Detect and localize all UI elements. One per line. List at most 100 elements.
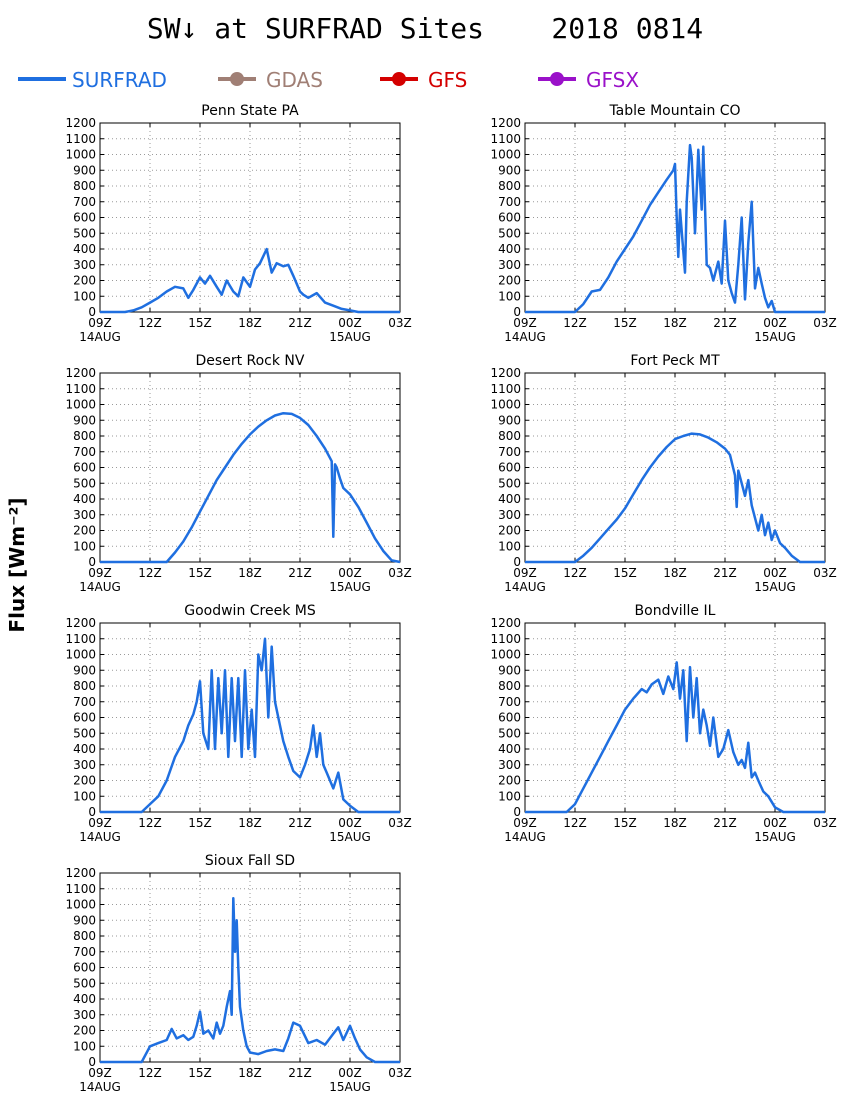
x-tick-label: 12Z bbox=[563, 816, 587, 830]
y-tick-label: 800 bbox=[498, 679, 521, 693]
x-tick-label: 18Z bbox=[663, 566, 687, 580]
y-tick-label: 200 bbox=[73, 1024, 96, 1038]
y-tick-label: 0 bbox=[513, 805, 521, 819]
chart-panel: 0100200300400500600700800900100011001200… bbox=[65, 353, 411, 594]
x-date-label: 14AUG bbox=[79, 830, 121, 844]
chart-panel: 0100200300400500600700800900100011001200… bbox=[490, 603, 836, 844]
legend-swatch-gfsx bbox=[538, 72, 576, 86]
x-date-label: 15AUG bbox=[329, 830, 371, 844]
y-tick-label: 300 bbox=[498, 258, 521, 272]
x-date-label: 14AUG bbox=[504, 830, 546, 844]
x-tick-label: 09Z bbox=[88, 316, 112, 330]
panel-title: Desert Rock NV bbox=[196, 353, 305, 369]
x-tick-label: 03Z bbox=[388, 1066, 412, 1080]
y-tick-label: 1000 bbox=[490, 398, 521, 412]
legend: SURFRAD GDAS GFS GFSX bbox=[0, 64, 850, 98]
y-tick-label: 100 bbox=[73, 539, 96, 553]
y-tick-label: 500 bbox=[73, 726, 96, 740]
y-tick-label: 600 bbox=[73, 711, 96, 725]
x-tick-label: 18Z bbox=[238, 1066, 262, 1080]
y-tick-label: 1100 bbox=[490, 132, 521, 146]
y-tick-label: 900 bbox=[498, 163, 521, 177]
x-tick-label: 18Z bbox=[238, 316, 262, 330]
page-title: SW↓ at SURFRAD Sites 2018 0814 bbox=[146, 12, 704, 45]
x-tick-label: 21Z bbox=[288, 1066, 312, 1080]
x-date-label: 15AUG bbox=[754, 330, 796, 344]
y-tick-label: 1100 bbox=[490, 382, 521, 396]
series-line-surfrad bbox=[100, 411, 401, 564]
x-tick-label: 21Z bbox=[288, 566, 312, 580]
y-tick-label: 1100 bbox=[65, 882, 96, 896]
panel-title: Bondville IL bbox=[635, 603, 716, 619]
x-tick-label: 09Z bbox=[513, 816, 537, 830]
y-axis-label-text: Flux [Wm⁻²] bbox=[5, 497, 29, 633]
y-tick-label: 1200 bbox=[65, 866, 96, 880]
y-tick-label: 700 bbox=[498, 195, 521, 209]
legend-swatch-gdas bbox=[218, 72, 256, 86]
y-tick-label: 900 bbox=[73, 663, 96, 677]
chart-panel: 0100200300400500600700800900100011001200… bbox=[490, 353, 836, 594]
y-tick-label: 1100 bbox=[65, 132, 96, 146]
x-tick-label: 21Z bbox=[288, 316, 312, 330]
x-tick-label: 03Z bbox=[813, 316, 837, 330]
plot-frame bbox=[99, 122, 401, 313]
y-tick-label: 0 bbox=[88, 305, 96, 319]
y-tick-label: 600 bbox=[498, 711, 521, 725]
x-tick-label: 18Z bbox=[238, 816, 262, 830]
x-tick-label: 12Z bbox=[138, 816, 162, 830]
y-tick-label: 900 bbox=[73, 413, 96, 427]
y-tick-label: 600 bbox=[498, 211, 521, 225]
chart-panel: 0100200300400500600700800900100011001200… bbox=[65, 853, 411, 1094]
x-tick-label: 09Z bbox=[513, 316, 537, 330]
y-tick-label: 200 bbox=[498, 524, 521, 538]
y-tick-label: 1100 bbox=[65, 382, 96, 396]
plot-frame bbox=[524, 372, 826, 563]
y-tick-label: 400 bbox=[498, 492, 521, 506]
y-tick-label: 0 bbox=[88, 555, 96, 569]
chart-panel: 0100200300400500600700800900100011001200… bbox=[65, 603, 411, 844]
y-tick-label: 300 bbox=[73, 1008, 96, 1022]
panel-title: Fort Peck MT bbox=[630, 353, 720, 369]
y-tick-label: 700 bbox=[498, 445, 521, 459]
y-tick-label: 400 bbox=[498, 742, 521, 756]
y-tick-label: 0 bbox=[513, 305, 521, 319]
y-tick-label: 300 bbox=[498, 758, 521, 772]
x-tick-label: 09Z bbox=[88, 816, 112, 830]
y-tick-label: 500 bbox=[498, 476, 521, 490]
legend-swatch-surfrad bbox=[18, 77, 66, 81]
y-tick-label: 1200 bbox=[65, 616, 96, 630]
y-tick-label: 1100 bbox=[490, 632, 521, 646]
y-tick-label: 800 bbox=[498, 179, 521, 193]
y-tick-label: 500 bbox=[498, 726, 521, 740]
x-tick-label: 21Z bbox=[713, 316, 737, 330]
x-date-label: 15AUG bbox=[329, 330, 371, 344]
x-tick-label: 00Z bbox=[338, 566, 362, 580]
x-tick-label: 18Z bbox=[663, 316, 687, 330]
y-tick-label: 100 bbox=[73, 1039, 96, 1053]
x-date-label: 15AUG bbox=[329, 580, 371, 594]
x-date-label: 14AUG bbox=[79, 1080, 121, 1094]
x-tick-label: 00Z bbox=[763, 316, 787, 330]
y-tick-label: 100 bbox=[498, 289, 521, 303]
x-tick-label: 15Z bbox=[188, 816, 212, 830]
series-line-surfrad bbox=[525, 432, 825, 564]
y-tick-label: 100 bbox=[73, 789, 96, 803]
x-date-label: 14AUG bbox=[79, 330, 121, 344]
y-tick-label: 200 bbox=[73, 274, 96, 288]
y-tick-label: 200 bbox=[73, 524, 96, 538]
legend-label: SURFRAD bbox=[72, 68, 167, 92]
y-tick-label: 700 bbox=[73, 945, 96, 959]
y-tick-label: 0 bbox=[513, 555, 521, 569]
panel-title: Penn State PA bbox=[201, 103, 299, 119]
y-tick-label: 700 bbox=[73, 695, 96, 709]
y-tick-label: 800 bbox=[73, 679, 96, 693]
y-tick-label: 400 bbox=[498, 242, 521, 256]
x-tick-label: 15Z bbox=[188, 1066, 212, 1080]
y-tick-label: 400 bbox=[73, 992, 96, 1006]
y-tick-label: 400 bbox=[73, 242, 96, 256]
x-tick-label: 00Z bbox=[338, 316, 362, 330]
x-date-label: 15AUG bbox=[329, 1080, 371, 1094]
plot-frame bbox=[99, 622, 401, 813]
x-tick-label: 03Z bbox=[388, 816, 412, 830]
y-axis-label: Flux [Wm⁻²] bbox=[2, 497, 32, 632]
